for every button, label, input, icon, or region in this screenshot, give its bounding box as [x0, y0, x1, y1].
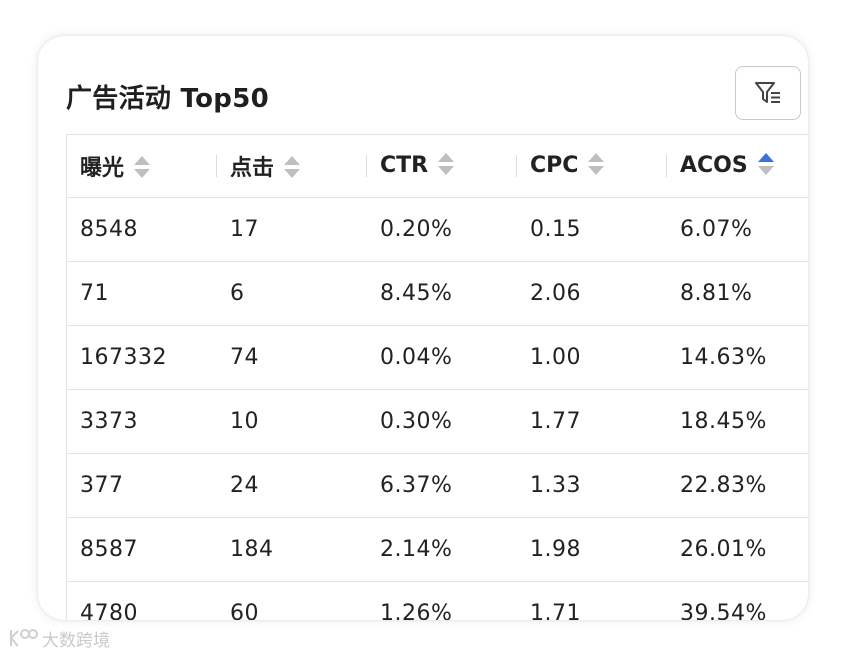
column-divider: [665, 155, 667, 177]
cell-acos: 26.01%: [667, 517, 808, 582]
column-header-acos[interactable]: ACOS: [667, 135, 808, 198]
cell-ctr: 0.30%: [367, 389, 517, 454]
column-header-label: CPC: [530, 152, 579, 178]
cell-clicks: 60: [217, 581, 367, 620]
cell-cpc: 1.33: [517, 453, 667, 518]
card-title: 广告活动 Top50: [66, 84, 269, 114]
cell-acos: 22.83%: [667, 453, 808, 518]
cell-cpc: 0.15: [517, 197, 667, 262]
column-header-label: 点击: [230, 155, 275, 181]
table-row: 71 6 8.45% 2.06 8.81% 1: [67, 261, 808, 326]
cell-impressions: 71: [67, 261, 217, 326]
cell-acos: 18.45%: [667, 389, 808, 454]
cell-ctr: 6.37%: [367, 453, 517, 518]
sort-icon[interactable]: [586, 151, 606, 177]
cell-ctr: 1.26%: [367, 581, 517, 620]
column-header-cpc[interactable]: CPC: [517, 135, 667, 198]
cell-acos: 6.07%: [667, 197, 808, 262]
column-header-label: CTR: [380, 152, 429, 178]
column-divider: [215, 155, 217, 177]
column-header-label: 曝光: [80, 155, 125, 181]
cell-ctr: 0.04%: [367, 325, 517, 390]
cell-acos: 8.81%: [667, 261, 808, 326]
column-divider: [365, 155, 367, 177]
cell-cpc: 1.00: [517, 325, 667, 390]
filter-button[interactable]: [735, 66, 801, 120]
sort-icon[interactable]: [436, 151, 456, 177]
watermark: 大数跨境: [8, 624, 110, 652]
cell-ctr: 8.45%: [367, 261, 517, 326]
sort-icon[interactable]: [282, 154, 302, 180]
cell-clicks: 24: [217, 453, 367, 518]
cell-ctr: 2.14%: [367, 517, 517, 582]
sort-icon[interactable]: [132, 154, 152, 180]
table-row: 3373 10 0.30% 1.77 18.45% 1: [67, 389, 808, 454]
cell-impressions: 8548: [67, 197, 217, 262]
cell-clicks: 184: [217, 517, 367, 582]
cell-impressions: 4780: [67, 581, 217, 620]
column-header-label: ACOS: [680, 152, 748, 178]
cell-cpc: 2.06: [517, 261, 667, 326]
table-row: 377 24 6.37% 1.33 22.83% 3: [67, 453, 808, 518]
watermark-text: 大数跨境: [42, 630, 110, 651]
column-header-clicks[interactable]: 点击: [217, 135, 367, 198]
sort-ascending-icon[interactable]: [756, 151, 776, 177]
table-row: 4780 60 1.26% 1.71 39.54%: [67, 581, 808, 620]
cell-ctr: 0.20%: [367, 197, 517, 262]
table-header-row: 曝光 点击 CTR CPC: [67, 135, 808, 198]
column-header-impressions[interactable]: 曝光: [67, 135, 217, 198]
cell-impressions: 167332: [67, 325, 217, 390]
filter-list-icon: [755, 82, 780, 103]
cell-impressions: 377: [67, 453, 217, 518]
column-header-ctr[interactable]: CTR: [367, 135, 517, 198]
cell-clicks: 74: [217, 325, 367, 390]
cell-acos: 14.63%: [667, 325, 808, 390]
table-row: 167332 74 0.04% 1.00 14.63% 7: [67, 325, 808, 390]
table-row: 8587 184 2.14% 1.98 26.01% 3: [67, 517, 808, 582]
kotoo-logo: [10, 629, 38, 647]
cell-cpc: 1.98: [517, 517, 667, 582]
top50-campaign-card: 广告活动 Top50 曝光: [38, 36, 808, 620]
cell-acos: 39.54%: [667, 581, 808, 620]
cell-clicks: 6: [217, 261, 367, 326]
cell-clicks: 10: [217, 389, 367, 454]
table-row: 8548 17 0.20% 0.15 6.07% 2: [67, 197, 808, 262]
campaign-table: 曝光 点击 CTR CPC: [66, 134, 808, 620]
cell-cpc: 1.77: [517, 389, 667, 454]
column-divider: [515, 155, 517, 177]
cell-clicks: 17: [217, 197, 367, 262]
cell-impressions: 8587: [67, 517, 217, 582]
cell-impressions: 3373: [67, 389, 217, 454]
cell-cpc: 1.71: [517, 581, 667, 620]
